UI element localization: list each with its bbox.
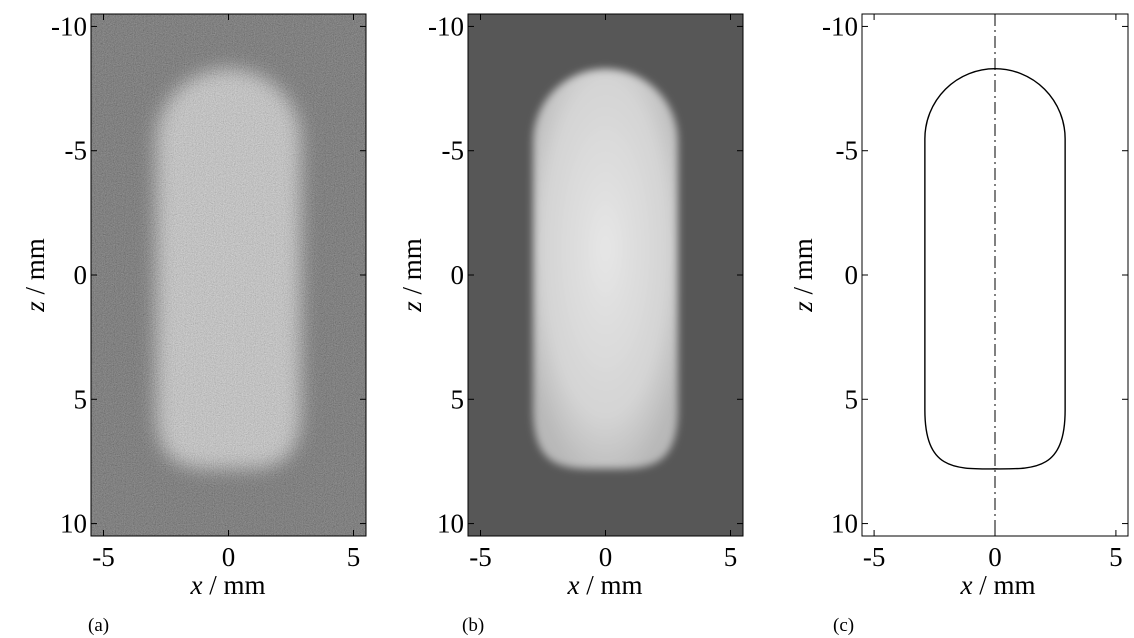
panel-c-label: (c) [833, 615, 854, 636]
panel-a-ylabel: z / mm [20, 238, 50, 313]
x-tick-label: -5 [92, 542, 115, 572]
x-tick-label: 0 [222, 542, 236, 572]
y-tick-label: 5 [451, 384, 465, 414]
panel-c-ticks: -5 0 5 -10 -5 0 5 10 [822, 11, 1128, 572]
x-tick-label: 0 [599, 542, 613, 572]
x-tick-label: -5 [863, 542, 886, 572]
y-tick-label: 5 [74, 384, 88, 414]
y-tick-label: -10 [822, 11, 858, 41]
panel-b-blob [533, 68, 678, 469]
panel-b-xlabel: x / mm [567, 570, 643, 600]
panel-b-ylabel: z / mm [397, 238, 427, 313]
y-tick-label: -10 [51, 11, 87, 41]
panel-c-outline [924, 67, 1066, 470]
y-tick-label: 10 [60, 509, 87, 539]
y-tick-label: 0 [451, 260, 465, 290]
panel-b: -5 0 5 -10 -5 0 5 10 x / mm z / mm (b) [397, 11, 744, 636]
y-tick-label: 5 [845, 384, 859, 414]
y-tick-label: 10 [831, 509, 858, 539]
panel-b-ticks: -5 0 5 -10 -5 0 5 10 [428, 11, 743, 572]
y-tick-label: 0 [74, 260, 88, 290]
y-tick-label: -5 [836, 136, 859, 166]
panel-b-label: (b) [462, 615, 484, 636]
y-tick-label: -10 [428, 11, 464, 41]
x-tick-label: 5 [1109, 542, 1123, 572]
x-tick-label: 0 [988, 542, 1002, 572]
x-tick-label: 5 [347, 542, 361, 572]
y-tick-label: 0 [845, 260, 859, 290]
panel-a-label: (a) [88, 615, 109, 636]
x-tick-label: -5 [469, 542, 492, 572]
x-tick-label: 5 [724, 542, 738, 572]
y-tick-label: 10 [437, 509, 464, 539]
panel-a-ticks: -5 0 5 -10 -5 0 5 10 [51, 11, 366, 572]
y-tick-label: -5 [65, 136, 88, 166]
panel-c-ylabel: z / mm [788, 238, 818, 313]
panel-a: -5 0 5 -10 -5 0 5 10 x / mm z / mm (a) [20, 11, 367, 636]
panel-a-xlabel: x / mm [190, 570, 266, 600]
panel-a-noise [91, 14, 366, 536]
panel-c-xlabel: x / mm [960, 570, 1036, 600]
panel-c: -5 0 5 -10 -5 0 5 10 x / mm z / mm (c) [788, 11, 1129, 636]
y-tick-label: -5 [442, 136, 465, 166]
